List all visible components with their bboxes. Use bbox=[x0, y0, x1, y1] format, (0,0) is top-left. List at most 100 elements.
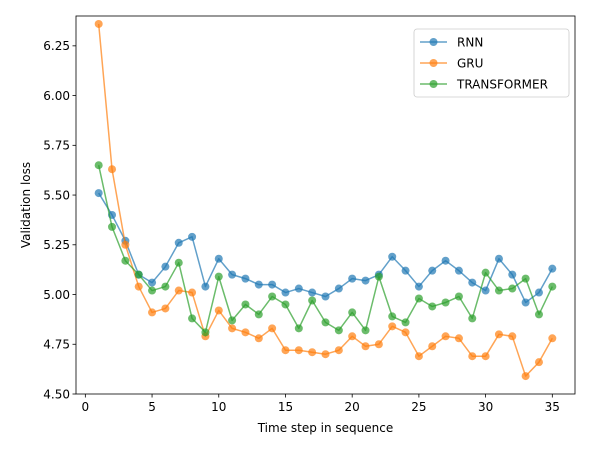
data-point-rnn bbox=[281, 288, 290, 297]
y-axis-label: Validation loss bbox=[19, 162, 33, 248]
legend-label: RNN bbox=[457, 35, 483, 49]
data-point-gru bbox=[428, 342, 437, 351]
legend-swatch-marker bbox=[429, 38, 438, 46]
data-point-transformer bbox=[454, 292, 463, 301]
data-point-gru bbox=[148, 308, 157, 317]
x-tick-label: 0 bbox=[82, 400, 90, 414]
data-point-transformer bbox=[494, 286, 503, 295]
data-point-gru bbox=[374, 340, 383, 349]
data-point-transformer bbox=[161, 282, 170, 291]
data-point-rnn bbox=[148, 278, 157, 287]
data-point-transformer bbox=[281, 300, 290, 309]
data-point-transformer bbox=[508, 284, 517, 293]
data-point-gru bbox=[161, 304, 170, 313]
x-axis-ticks: 0 5 10 15 20 25 30 35 bbox=[82, 394, 560, 414]
y-tick-label: 4.75 bbox=[43, 338, 70, 352]
data-point-gru bbox=[214, 306, 223, 315]
data-point-rnn bbox=[308, 288, 317, 297]
data-point-transformer bbox=[228, 316, 237, 325]
data-point-gru bbox=[494, 330, 503, 339]
legend-label: TRANSFORMER bbox=[456, 77, 548, 91]
data-point-transformer bbox=[548, 282, 557, 291]
x-tick-label: 5 bbox=[148, 400, 156, 414]
data-point-gru bbox=[334, 346, 343, 355]
data-point-rnn bbox=[188, 232, 197, 241]
data-point-rnn bbox=[454, 266, 463, 275]
y-tick-label: 5.75 bbox=[43, 139, 70, 153]
legend-swatch-marker bbox=[429, 80, 438, 88]
data-point-rnn bbox=[494, 254, 503, 263]
data-point-transformer bbox=[521, 274, 530, 283]
data-point-gru bbox=[121, 240, 130, 249]
data-point-gru bbox=[308, 348, 317, 357]
data-point-gru bbox=[134, 282, 143, 291]
data-point-transformer bbox=[134, 270, 143, 279]
data-point-rnn bbox=[228, 270, 237, 279]
data-point-rnn bbox=[548, 264, 557, 273]
legend-item-transformer: TRANSFORMER bbox=[420, 77, 548, 91]
data-point-transformer bbox=[148, 286, 157, 295]
data-point-rnn bbox=[428, 266, 437, 275]
data-point-transformer bbox=[241, 300, 250, 309]
data-point-gru bbox=[348, 332, 357, 341]
data-point-gru bbox=[548, 334, 557, 343]
data-point-rnn bbox=[161, 262, 170, 271]
series-gru bbox=[94, 19, 557, 381]
data-point-gru bbox=[174, 286, 183, 295]
x-axis-label: Time step in sequence bbox=[257, 421, 394, 435]
data-point-rnn bbox=[468, 278, 477, 287]
data-point-transformer bbox=[108, 222, 117, 231]
data-point-transformer bbox=[321, 318, 330, 327]
data-point-transformer bbox=[121, 256, 130, 265]
data-point-gru bbox=[254, 334, 263, 343]
data-point-gru bbox=[241, 328, 250, 337]
legend-item-gru: GRU bbox=[420, 56, 483, 70]
legend-label: GRU bbox=[457, 56, 483, 70]
y-tick-label: 5.25 bbox=[43, 238, 70, 252]
data-point-rnn bbox=[241, 274, 250, 283]
data-point-gru bbox=[414, 352, 423, 361]
data-point-gru bbox=[108, 165, 117, 174]
data-point-transformer bbox=[361, 326, 370, 335]
data-point-rnn bbox=[321, 292, 330, 301]
data-point-rnn bbox=[268, 280, 277, 289]
legend-item-rnn: RNN bbox=[420, 35, 483, 49]
data-point-rnn bbox=[481, 286, 490, 295]
data-point-rnn bbox=[201, 282, 210, 291]
data-point-gru bbox=[508, 332, 517, 341]
data-point-transformer bbox=[214, 272, 223, 281]
data-point-gru bbox=[268, 324, 277, 333]
data-point-transformer bbox=[441, 298, 450, 307]
x-tick-label: 25 bbox=[411, 400, 426, 414]
y-tick-label: 5.00 bbox=[43, 288, 70, 302]
data-point-transformer bbox=[188, 314, 197, 323]
data-point-gru bbox=[294, 346, 303, 355]
data-point-transformer bbox=[428, 302, 437, 311]
data-point-rnn bbox=[348, 274, 357, 283]
data-point-transformer bbox=[414, 294, 423, 303]
data-point-transformer bbox=[534, 310, 543, 319]
data-point-gru bbox=[388, 322, 397, 331]
x-tick-label: 20 bbox=[345, 400, 360, 414]
data-point-gru bbox=[188, 288, 197, 297]
data-point-gru bbox=[321, 350, 330, 359]
data-point-rnn bbox=[334, 284, 343, 293]
series-rnn bbox=[94, 189, 557, 307]
data-point-rnn bbox=[441, 256, 450, 265]
data-point-gru bbox=[361, 342, 370, 351]
x-tick-label: 15 bbox=[278, 400, 293, 414]
data-point-rnn bbox=[388, 252, 397, 261]
data-point-rnn bbox=[414, 282, 423, 291]
data-point-rnn bbox=[401, 266, 410, 275]
x-tick-label: 35 bbox=[545, 400, 560, 414]
data-point-transformer bbox=[174, 258, 183, 267]
data-point-gru bbox=[468, 352, 477, 361]
legend-swatch-marker bbox=[429, 59, 438, 67]
data-point-transformer bbox=[374, 272, 383, 281]
data-point-transformer bbox=[348, 308, 357, 317]
data-point-transformer bbox=[294, 324, 303, 333]
y-tick-label: 4.50 bbox=[43, 387, 70, 401]
y-tick-label: 6.00 bbox=[43, 89, 70, 103]
data-point-transformer bbox=[388, 312, 397, 321]
